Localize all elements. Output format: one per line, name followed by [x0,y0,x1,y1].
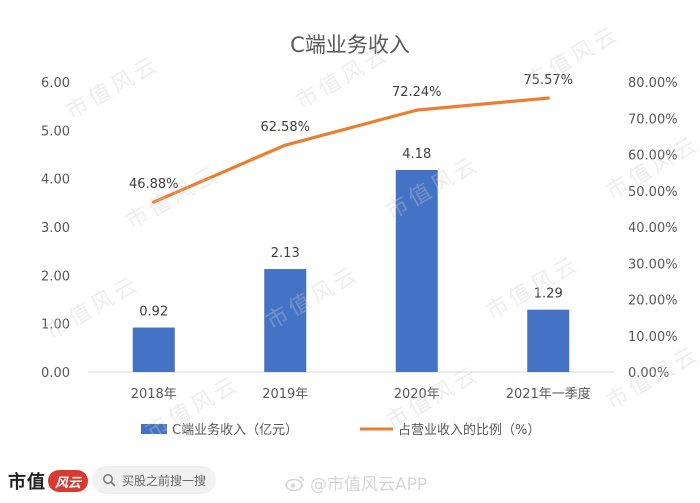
line-data-label: 72.24% [392,85,442,100]
left-axis-tick-label: 4.00 [41,173,70,188]
bar [395,169,438,372]
x-axis-tick-label: 2020年 [394,387,440,402]
brand-seal-text: 风云 [54,475,81,491]
search-icon [103,474,116,487]
search-placeholder: 买股之前搜一搜 [122,473,207,488]
brand-seal-icon: 风云 [48,470,88,492]
brand-logo[interactable]: 市值 风云 [8,468,88,494]
left-axis-tick-label: 0.00 [41,366,70,381]
line-series [152,96,550,204]
bar-data-label: 2.13 [271,246,300,261]
left-axis-tick-label: 3.00 [41,221,70,236]
bar-data-label: 0.92 [139,305,168,320]
chart-svg: C端业务收入 0.00 1.00 2.00 3.00 4.00 5.00 6.00 0.00% 1… [41,33,678,438]
line-data-label: 46.88% [129,177,179,192]
bar [132,327,175,372]
bar-data-label: 4.18 [402,147,431,162]
bar [527,309,570,372]
bar-data-label: 1.29 [534,287,563,302]
left-axis-tick-label: 1.00 [41,318,70,333]
brand-name: 市值 [8,472,46,493]
chart-title: C端业务收入 [290,33,410,57]
x-axis-tick-label: 2021年一季度 [506,386,591,402]
legend-bar-label: C端业务收入（亿元） [172,422,298,438]
right-axis-tick-label: 60.00% [628,149,678,164]
x-axis-tick-label: 2019年 [262,387,308,402]
legend-bar-swatch [141,424,167,434]
chart-area: C端业务收入 0.00 1.00 2.00 3.00 4.00 5.00 6.00 0.00% 1… [41,33,678,438]
line-data-label: 62.58% [260,120,310,135]
right-axis-tick-label: 50.00% [628,185,678,200]
search-input[interactable]: 买股之前搜一搜 [92,466,216,494]
left-axis-tick-label: 5.00 [41,124,70,139]
right-axis-tick-label: 10.00% [628,330,678,345]
left-axis-tick-label: 6.00 [41,76,70,91]
right-axis-tick-label: 40.00% [628,221,678,236]
weibo-credit: @市值风云APP [284,470,427,495]
line-point [283,143,287,147]
right-axis-tick-label: 0.00% [628,366,669,381]
right-axis-tick-label: 30.00% [628,257,678,272]
line-point [415,108,419,112]
line-point [152,200,156,204]
right-axis-tick-label: 20.00% [628,294,678,309]
left-axis-tick-label: 2.00 [41,269,70,284]
legend-line-label: 占营业收入的比例（%） [398,422,540,438]
line-data-label: 75.57% [523,73,573,88]
right-axis-tick-label: 80.00% [628,76,678,91]
right-axis-tick-label: 70.00% [628,112,678,127]
credit-text: @市值风云APP [310,475,428,495]
footer-bar: 市值 风云 买股之前搜一搜 @市值风云APP [0,458,700,503]
bar [264,269,307,372]
line-point [546,96,550,100]
x-axis-tick-label: 2018年 [131,387,177,402]
weibo-icon [285,475,305,491]
